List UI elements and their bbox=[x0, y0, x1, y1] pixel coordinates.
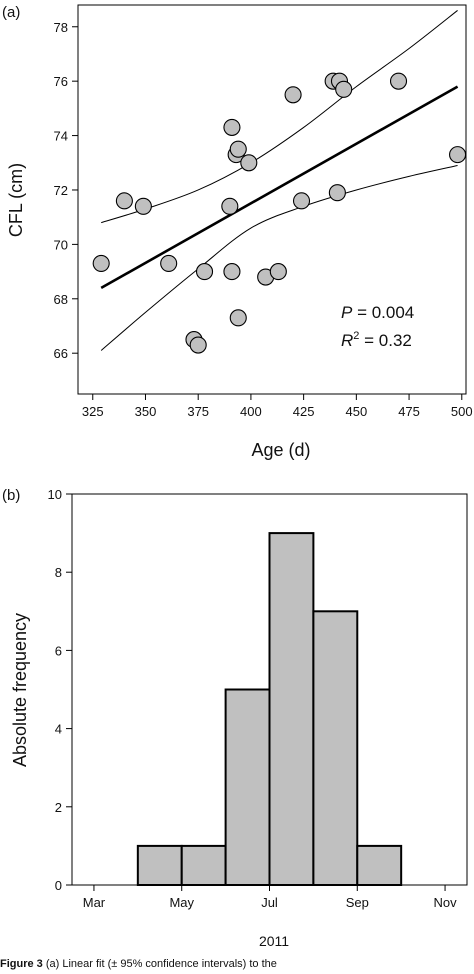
data-point bbox=[335, 80, 353, 98]
scatter-panel: (a) 325 350 375 400 425 450 475 500 66 68 70 72 74 76… bbox=[2, 4, 473, 460]
histogram-bar bbox=[268, 532, 315, 886]
histogram-bar bbox=[136, 844, 183, 887]
x-tick-label-b: May bbox=[169, 895, 194, 910]
data-point bbox=[115, 192, 133, 210]
confidence-bands bbox=[100, 10, 458, 351]
y-tick-label-a: 70 bbox=[54, 237, 68, 252]
histogram-bar bbox=[180, 844, 227, 887]
panel-label-a: (a) bbox=[2, 4, 20, 21]
histogram-bar bbox=[224, 688, 271, 886]
data-point bbox=[134, 197, 152, 215]
data-point bbox=[284, 86, 302, 104]
annotation-p-value: P = 0.004 bbox=[341, 303, 414, 322]
ci-lower-line bbox=[100, 165, 458, 351]
data-point bbox=[292, 192, 311, 210]
y-tick-label-b: 8 bbox=[55, 565, 62, 580]
y-tick-label-a: 76 bbox=[54, 74, 68, 89]
histogram-panel: (b) Mar May Jul Sep Nov 0 2 4 6 8 10 2011 Absolute… bbox=[2, 487, 468, 949]
x-tick-label-a: 375 bbox=[187, 404, 209, 419]
caption-text: (a) Linear fit (± 95% confidence interva… bbox=[45, 958, 277, 970]
x-tick-label-b: Mar bbox=[83, 895, 106, 910]
y-tick-label-a: 72 bbox=[54, 183, 68, 198]
histogram-bars bbox=[136, 532, 403, 887]
data-point bbox=[195, 263, 214, 281]
data-point bbox=[160, 254, 178, 272]
annotation-r-squared: R2 = 0.32 bbox=[341, 330, 412, 350]
data-point bbox=[229, 140, 247, 158]
x-tick-label-a: 325 bbox=[82, 404, 104, 419]
regression-line bbox=[100, 85, 459, 290]
x-tick-label-b: Jul bbox=[261, 895, 278, 910]
data-point bbox=[223, 118, 241, 136]
panel-label-b: (b) bbox=[2, 487, 20, 504]
x-tick-label-a: 500 bbox=[451, 404, 473, 419]
data-point bbox=[92, 254, 110, 272]
x-tick-label-a: 425 bbox=[293, 404, 315, 419]
y-axis-label-a: CFL (cm) bbox=[6, 163, 26, 237]
y-tick-label-a: 78 bbox=[54, 20, 68, 35]
x-tick-label-b: Nov bbox=[433, 895, 457, 910]
x-tick-label-a: 450 bbox=[345, 404, 367, 419]
data-points bbox=[92, 72, 467, 354]
x-tick-label-b: Sep bbox=[346, 895, 369, 910]
fit-line bbox=[100, 85, 459, 290]
x-axis-label-a: Age (d) bbox=[251, 440, 310, 460]
histogram-bar bbox=[356, 844, 403, 887]
y-tick-label-a: 74 bbox=[54, 129, 68, 144]
y-tick-label-b: 10 bbox=[48, 487, 62, 502]
data-point bbox=[221, 197, 239, 215]
figure-caption: Figure 3 (a) Linear fit (± 95% confidenc… bbox=[0, 958, 277, 970]
data-point bbox=[449, 146, 467, 164]
y-axis-label-b: Absolute frequency bbox=[10, 613, 30, 767]
y-tick-label-a: 68 bbox=[54, 292, 68, 307]
y-tick-label-b: 4 bbox=[55, 722, 62, 737]
data-point bbox=[269, 263, 287, 281]
x-tick-label-a: 350 bbox=[135, 404, 157, 419]
y-tick-label-b: 2 bbox=[55, 800, 62, 815]
y-tick-label-a: 66 bbox=[54, 346, 68, 361]
data-point bbox=[240, 154, 258, 172]
data-point bbox=[328, 184, 346, 202]
data-point bbox=[189, 336, 207, 354]
axis-ticks-b: Mar May Jul Sep Nov 0 2 4 6 8 10 bbox=[48, 487, 458, 910]
histogram-bar bbox=[312, 610, 359, 886]
x-tick-label-a: 475 bbox=[398, 404, 420, 419]
data-point bbox=[229, 309, 247, 327]
axis-ticks-a: 325 350 375 400 425 450 475 500 66 68 70 72 74 76 78 bbox=[54, 20, 473, 419]
x-axis-label-b: 2011 bbox=[259, 933, 289, 949]
data-point bbox=[223, 263, 241, 281]
y-tick-label-b: 0 bbox=[55, 878, 62, 893]
caption-label: Figure 3 bbox=[0, 958, 43, 970]
y-tick-label-b: 6 bbox=[55, 643, 62, 658]
data-point bbox=[389, 72, 408, 90]
x-tick-label-a: 400 bbox=[240, 404, 262, 419]
plot-frame-a bbox=[77, 4, 467, 395]
